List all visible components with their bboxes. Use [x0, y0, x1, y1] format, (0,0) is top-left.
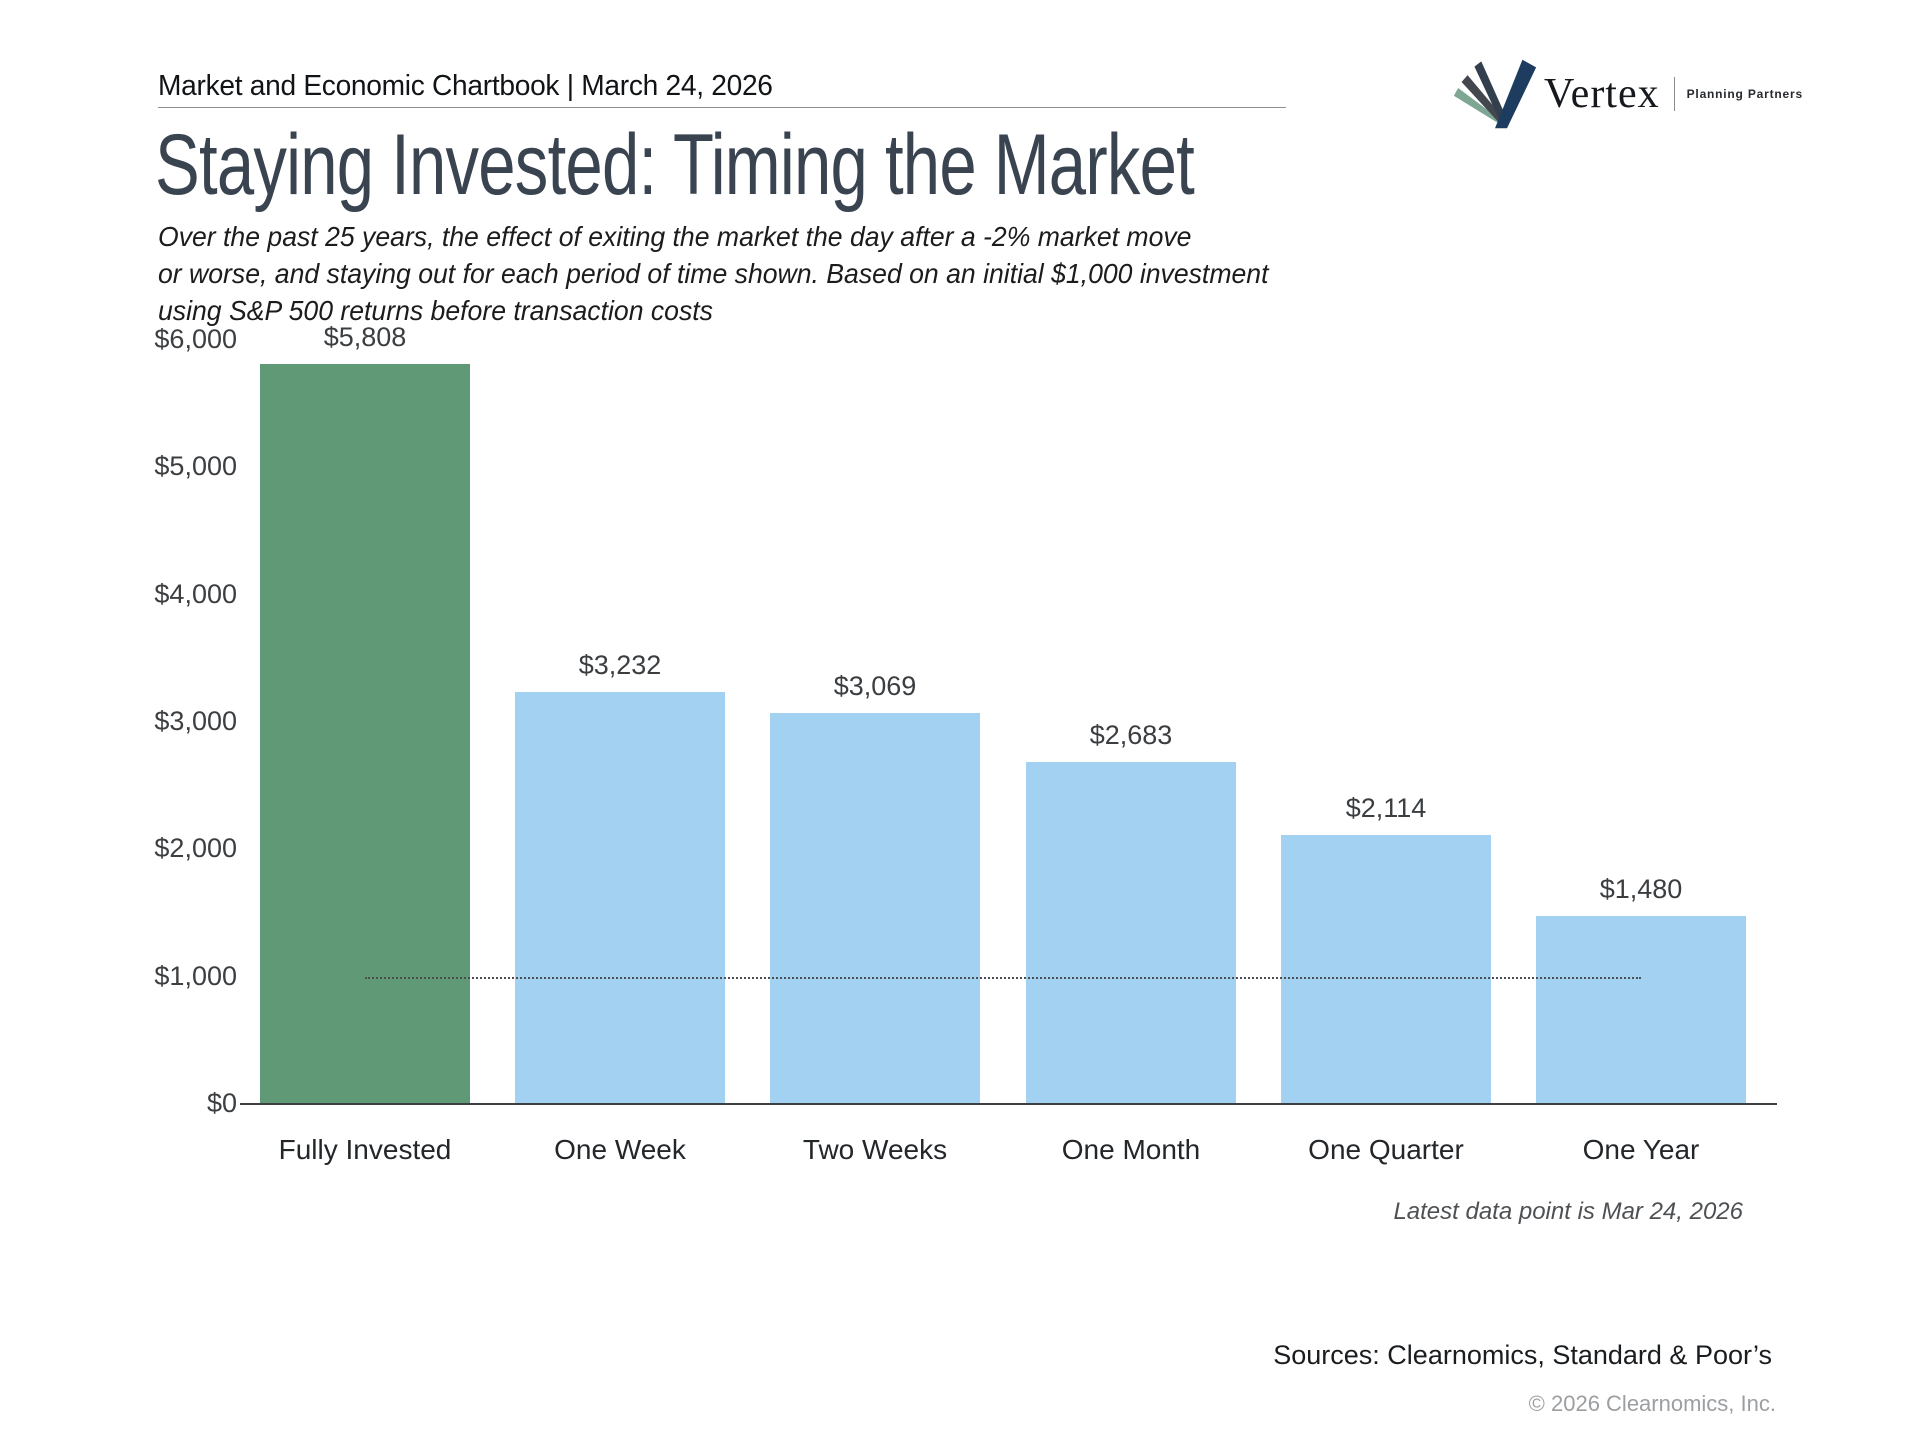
latest-data-footnote: Latest data point is Mar 24, 2026 [1393, 1198, 1743, 1225]
bar-one-week [515, 692, 725, 1104]
y-axis-tick-label: $6,000 [154, 323, 237, 354]
vertex-logo-icon [1453, 59, 1537, 129]
y-axis-tick-label: $1,000 [154, 960, 237, 991]
vertex-logo-wordmark: Vertex [1544, 71, 1660, 117]
x-axis-category-label: One Week [554, 1134, 686, 1165]
bar-one-year [1536, 916, 1746, 1104]
y-axis-tick-label: $4,000 [154, 578, 237, 609]
bar-two-weeks [770, 713, 980, 1104]
bar-value-label: $3,069 [833, 671, 917, 701]
bar-value-label: $2,114 [1345, 793, 1427, 823]
bar-value-label: $5,808 [323, 322, 407, 352]
copyright-line: © 2026 Clearnomics, Inc. [1528, 1391, 1776, 1416]
chartbook-header: Market and Economic Chartbook | March 24… [158, 70, 773, 102]
bar-value-label: $2,683 [1089, 720, 1173, 750]
x-axis-line [240, 1103, 1777, 1105]
bar-one-month [1026, 762, 1236, 1104]
vertex-logo: Vertex Planning Partners [1452, 58, 1803, 130]
x-axis-category-label: Fully Invested [278, 1134, 452, 1165]
y-axis-tick-label: $5,000 [154, 451, 237, 482]
bar-value-label: $1,480 [1599, 874, 1683, 904]
page-subtitle: Over the past 25 years, the effect of ex… [158, 221, 1269, 326]
bar-fully-invested [260, 364, 470, 1104]
y-axis-tick-label: $0 [206, 1087, 237, 1118]
y-axis-tick-label: $2,000 [154, 833, 237, 864]
logo-divider [1673, 77, 1675, 111]
header-divider-rule [158, 107, 1286, 108]
x-axis-category-label: Two Weeks [802, 1134, 948, 1165]
bar-one-quarter [1281, 835, 1491, 1104]
sources-line: Sources: Clearnomics, Standard & Poor’s [1273, 1340, 1772, 1370]
bar-value-label: $3,232 [578, 650, 662, 680]
x-axis-category-label: One Year [1582, 1134, 1700, 1165]
x-axis-category-label: One Month [1061, 1134, 1201, 1165]
y-axis-tick-label: $3,000 [154, 705, 237, 736]
page-title: Staying Invested: Timing the Market [155, 117, 1195, 213]
initial-investment-reference-line [365, 976, 1641, 979]
vertex-logo-tagline: Planning Partners [1686, 87, 1803, 101]
x-axis-category-label: One Quarter [1308, 1134, 1464, 1165]
